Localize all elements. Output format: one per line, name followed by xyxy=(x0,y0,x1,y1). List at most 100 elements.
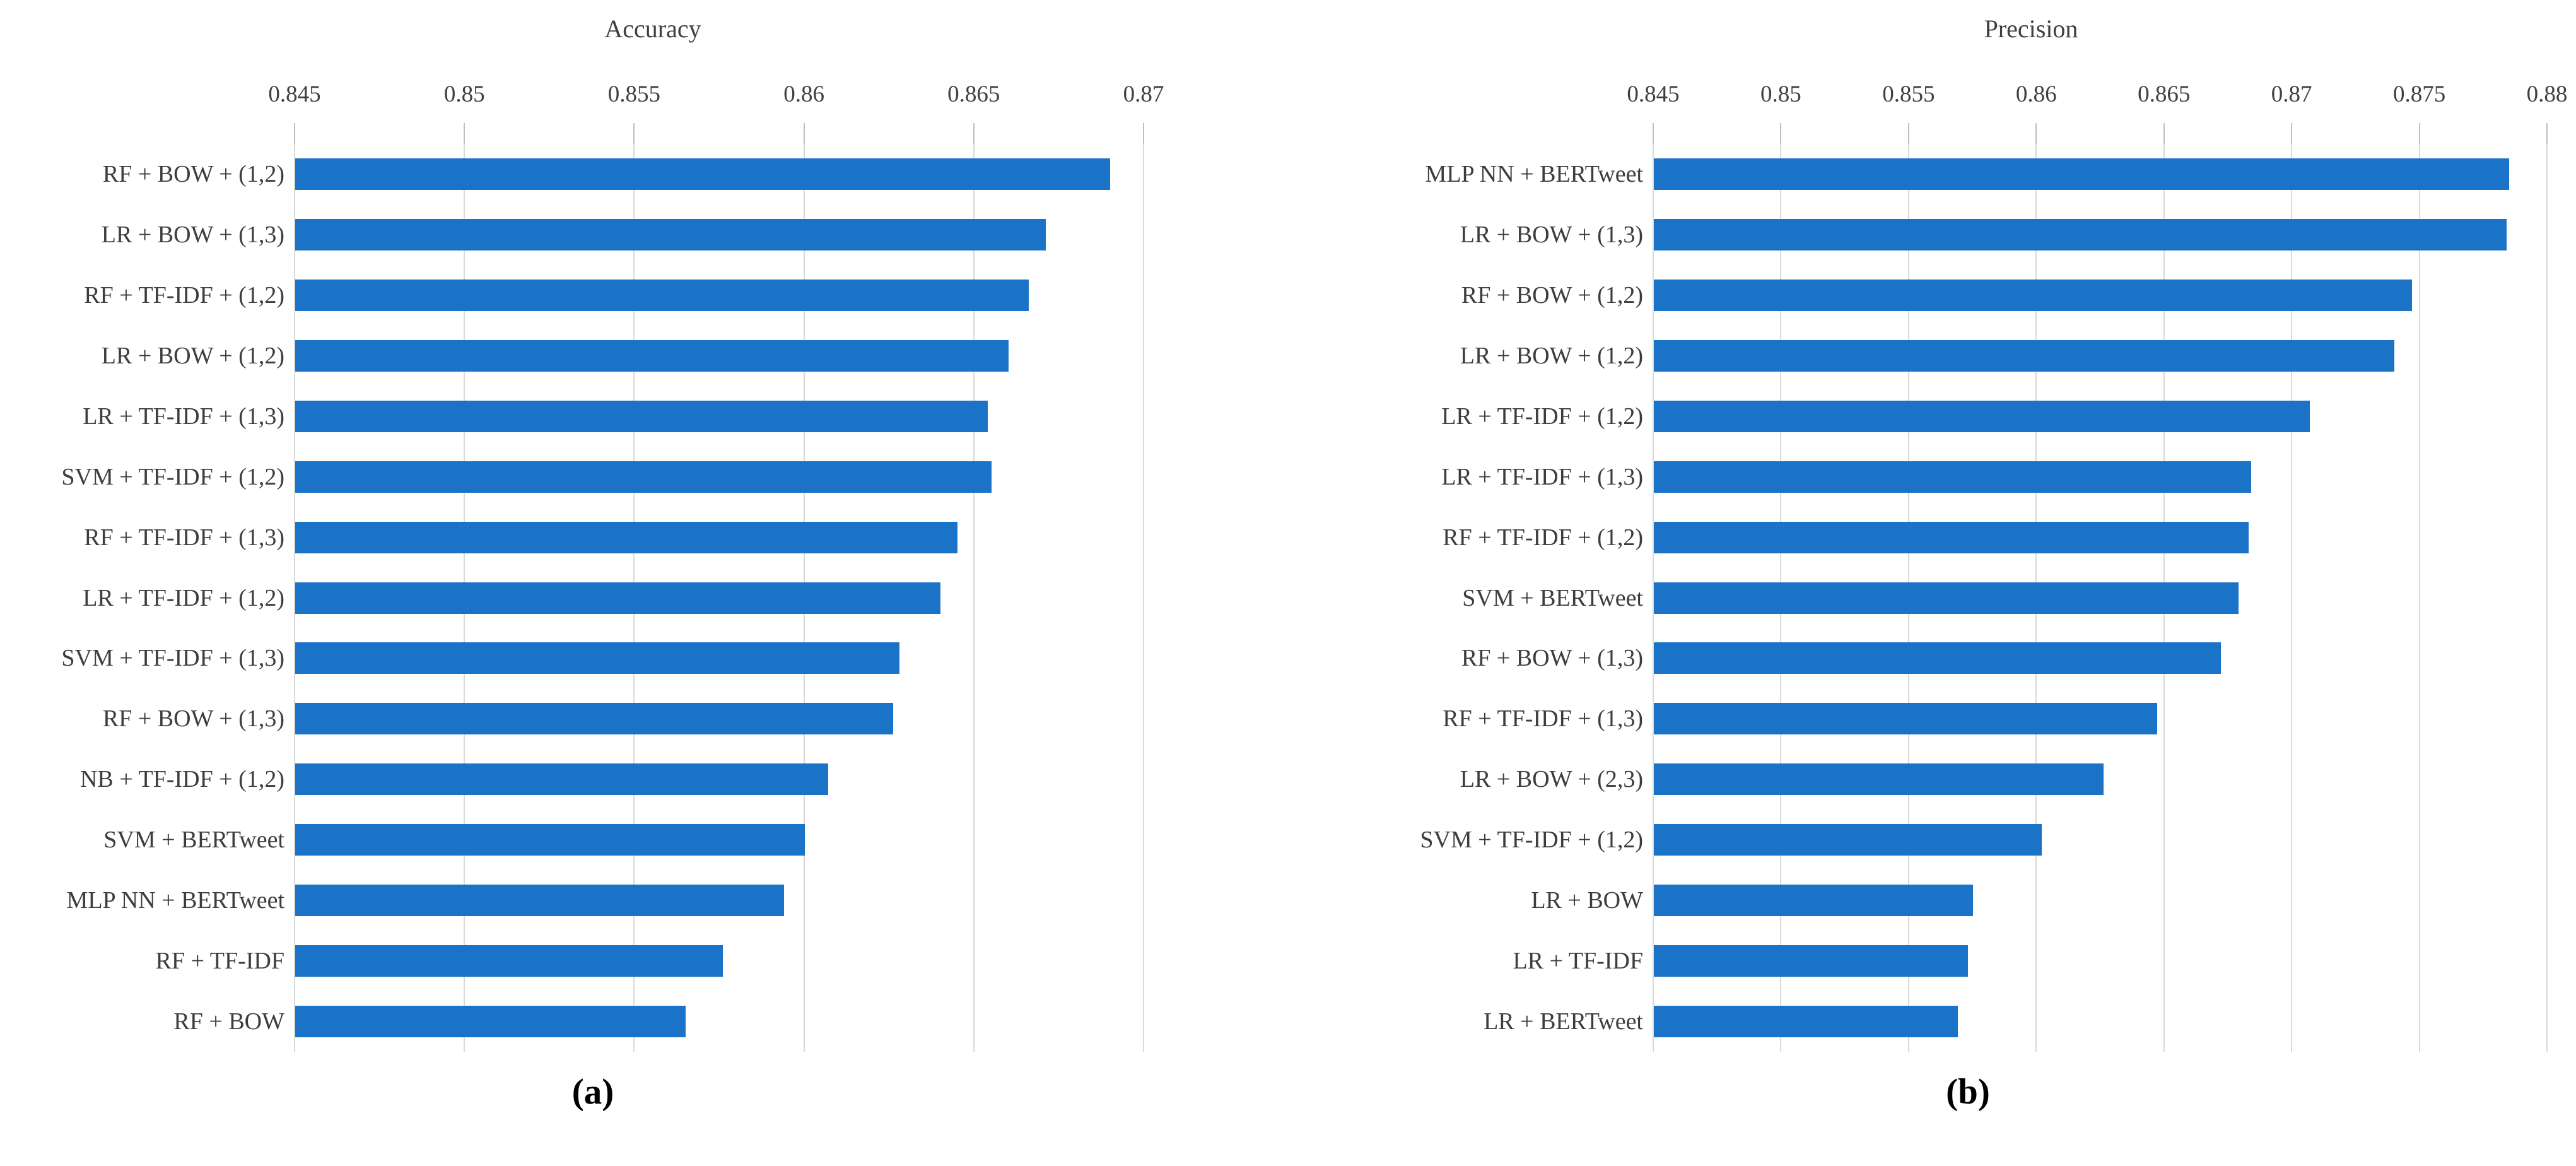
x-axis-tick-label: 0.88 xyxy=(2526,81,2568,107)
category-label: LR + TF-IDF + (1,2) xyxy=(83,584,284,611)
x-axis-tick-label: 0.855 xyxy=(607,81,661,107)
bar xyxy=(295,642,900,674)
x-axis-tick-label: 0.87 xyxy=(2271,81,2312,107)
category-label: LR + TF-IDF + (1,2) xyxy=(1441,403,1643,430)
bar xyxy=(1654,218,2507,250)
category-label: RF + BOW + (1,3) xyxy=(102,705,284,733)
category-label: RF + TF-IDF + (1,3) xyxy=(1443,705,1643,733)
x-axis-tick-label: 0.86 xyxy=(783,81,824,107)
bar xyxy=(295,158,1111,190)
accuracy-caption: (a) xyxy=(571,1072,614,1112)
category-label: SVM + TF-IDF + (1,3) xyxy=(61,645,284,672)
category-label: MLP NN + BERTweet xyxy=(66,887,284,914)
category-label: SVM + BERTweet xyxy=(103,827,284,854)
bar xyxy=(295,521,957,553)
bar xyxy=(1654,158,2510,190)
bar xyxy=(1654,885,1974,917)
bar xyxy=(1654,642,2221,674)
x-axis-tick-label: 0.865 xyxy=(2138,81,2191,107)
category-label: SVM + BERTweet xyxy=(1462,584,1643,611)
x-axis-tick-label: 0.855 xyxy=(1882,81,1935,107)
category-label: LR + BOW + (1,2) xyxy=(101,342,284,369)
accuracy-chart-title: Accuracy xyxy=(604,15,701,43)
category-label: RF + TF-IDF + (1,2) xyxy=(84,281,284,309)
category-label: MLP NN + BERTweet xyxy=(1425,160,1643,187)
bar xyxy=(295,763,829,796)
precision-caption: (b) xyxy=(1946,1072,1990,1112)
x-gridline xyxy=(2418,144,2420,1052)
bar xyxy=(295,461,992,493)
x-axis-tick-label: 0.85 xyxy=(1760,81,1801,107)
x-axis-tick-mark xyxy=(2035,123,2037,144)
bar xyxy=(1654,461,2252,493)
bar xyxy=(1654,400,2310,432)
bar xyxy=(295,218,1046,250)
bar xyxy=(1654,1006,1958,1038)
x-axis-tick-mark xyxy=(1780,123,1782,144)
category-label: SVM + TF-IDF + (1,2) xyxy=(1420,827,1643,854)
x-axis-tick-mark xyxy=(464,123,465,144)
bar xyxy=(1654,582,2239,614)
bar xyxy=(1654,703,2157,735)
x-axis-tick-label: 0.865 xyxy=(947,81,1000,107)
x-gridline xyxy=(2546,144,2548,1052)
category-label: RF + BOW + (1,2) xyxy=(1461,281,1643,309)
category-label: LR + BERTweet xyxy=(1484,1008,1643,1035)
category-label: LR + BOW + (2,3) xyxy=(1460,766,1643,793)
bar xyxy=(295,945,723,977)
bar xyxy=(1654,763,2104,796)
x-axis-tick-mark xyxy=(294,123,295,144)
category-label: RF + TF-IDF + (1,2) xyxy=(1443,524,1643,551)
precision-chart-title: Precision xyxy=(1984,15,2078,43)
x-axis-tick-label: 0.87 xyxy=(1123,81,1164,107)
category-label: LR + BOW + (1,3) xyxy=(1460,221,1643,248)
x-axis-tick-mark xyxy=(1143,123,1144,144)
category-label: LR + BOW + (1,2) xyxy=(1460,342,1643,369)
x-axis-tick-mark xyxy=(2418,123,2420,144)
category-label: LR + BOW xyxy=(1531,887,1643,914)
x-axis-tick-mark xyxy=(1653,123,1654,144)
x-axis-tick-mark xyxy=(2546,123,2548,144)
x-gridline xyxy=(294,144,295,1052)
category-label: LR + BOW + (1,3) xyxy=(101,221,284,248)
bar xyxy=(1654,945,1968,977)
x-axis-tick-label: 0.845 xyxy=(268,81,321,107)
bar xyxy=(295,824,805,856)
x-axis-tick-label: 0.85 xyxy=(443,81,485,107)
x-axis-tick-mark xyxy=(2291,123,2293,144)
x-axis-tick-label: 0.86 xyxy=(2015,81,2057,107)
x-axis-tick-label: 0.875 xyxy=(2392,81,2446,107)
category-label: LR + TF-IDF + (1,3) xyxy=(1441,463,1643,490)
category-label: RF + BOW xyxy=(173,1008,284,1035)
x-axis-tick-mark xyxy=(803,123,805,144)
x-gridline xyxy=(1653,144,1654,1052)
category-label: RF + TF-IDF + (1,3) xyxy=(84,524,284,551)
category-label: LR + TF-IDF + (1,3) xyxy=(83,403,284,430)
bar xyxy=(1654,824,2042,856)
bar xyxy=(295,279,1029,311)
bar xyxy=(1654,279,2413,311)
category-label: NB + TF-IDF + (1,2) xyxy=(79,766,284,793)
x-gridline xyxy=(973,144,975,1052)
category-label: LR + TF-IDF xyxy=(1513,948,1643,975)
x-axis-tick-mark xyxy=(2163,123,2165,144)
x-gridline xyxy=(2291,144,2293,1052)
bar xyxy=(295,400,988,432)
x-gridline xyxy=(1143,144,1144,1052)
bar xyxy=(1654,339,2395,372)
bar xyxy=(295,885,785,917)
bar xyxy=(295,582,940,614)
category-label: RF + BOW + (1,3) xyxy=(1461,645,1643,672)
bar xyxy=(1654,521,2249,553)
bar xyxy=(295,1006,686,1038)
x-axis-tick-mark xyxy=(1907,123,1909,144)
x-axis-tick-label: 0.845 xyxy=(1627,81,1680,107)
bar xyxy=(295,339,1009,372)
x-axis-tick-mark xyxy=(973,123,975,144)
category-label: RF + TF-IDF xyxy=(155,948,284,975)
x-axis-tick-mark xyxy=(633,123,635,144)
category-label: SVM + TF-IDF + (1,2) xyxy=(61,463,284,490)
